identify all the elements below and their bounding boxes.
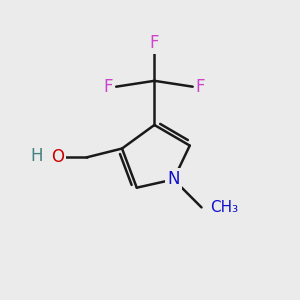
Text: O: O bbox=[51, 148, 64, 166]
Text: F: F bbox=[104, 78, 113, 96]
Text: F: F bbox=[150, 34, 159, 52]
Text: N: N bbox=[167, 170, 180, 188]
Text: F: F bbox=[196, 78, 205, 96]
Text: CH₃: CH₃ bbox=[210, 200, 238, 215]
Text: H: H bbox=[30, 147, 43, 165]
